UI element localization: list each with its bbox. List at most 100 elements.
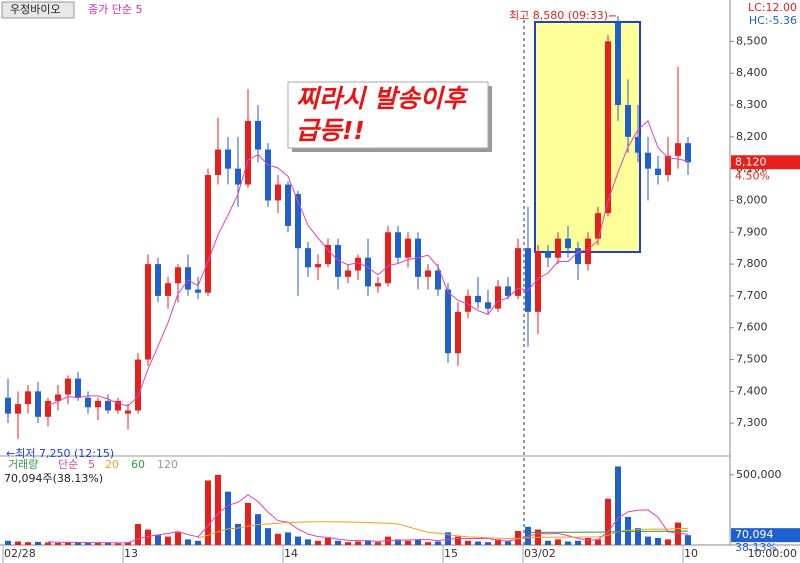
volume-bar	[155, 535, 161, 545]
candle-body	[505, 286, 511, 296]
candle-body	[585, 238, 591, 265]
volume-bar	[165, 536, 171, 545]
volume-ma-line	[528, 530, 688, 533]
tab-box[interactable]	[1, 1, 75, 19]
candle-body	[245, 120, 251, 185]
candle-body	[5, 397, 11, 414]
volume-bar	[35, 541, 41, 545]
volume-bar	[305, 539, 311, 545]
candle-body	[95, 400, 101, 408]
volume-bar	[655, 537, 661, 545]
volume-bar	[555, 539, 561, 545]
candle-body	[565, 238, 571, 249]
volume-bar	[675, 522, 681, 545]
time-label: 10:00:00	[748, 547, 797, 560]
volume-bar	[95, 542, 101, 545]
indicator-label: 종가 단순 5	[88, 3, 142, 16]
candle-body	[555, 238, 561, 258]
candle-body	[85, 397, 91, 408]
volume-bar	[495, 539, 501, 545]
volume-bar	[255, 514, 261, 545]
candle-body	[645, 152, 651, 169]
candle-body	[225, 149, 231, 169]
volume-bar	[275, 533, 281, 545]
y-tick-label: 7,900	[736, 225, 768, 238]
volume-bar	[45, 542, 51, 545]
volume-ma-line	[47, 494, 689, 544]
candle-body	[235, 168, 241, 185]
candle-body	[625, 105, 631, 137]
candle-body	[205, 175, 211, 293]
candle-body	[445, 289, 451, 354]
volume-bar	[635, 528, 641, 545]
volume-bar	[25, 542, 31, 545]
volume-bar	[505, 541, 511, 545]
candle-body	[215, 149, 221, 175]
candle-body	[165, 283, 171, 296]
volume-bar	[455, 536, 461, 545]
legend-entry: 60	[131, 458, 145, 471]
candle-body	[135, 359, 141, 411]
y-tick-label: 7,300	[736, 416, 768, 429]
candle-body	[385, 232, 391, 284]
y-tick-label: 8,000	[736, 193, 768, 206]
volume-bar	[545, 540, 551, 545]
volume-bar	[265, 528, 271, 545]
volume-bar	[575, 540, 581, 545]
legend-entry: 5	[88, 458, 95, 471]
stock-name[interactable]: 우정바이오	[10, 3, 61, 16]
candle-body	[155, 264, 161, 296]
candle-body	[425, 270, 431, 277]
volume-bar	[365, 540, 371, 545]
candle-body	[45, 400, 51, 417]
volume-bar	[5, 540, 11, 545]
hc-label: HC:-5.36	[749, 14, 797, 27]
candle-body	[595, 213, 601, 239]
volume-bar	[585, 537, 591, 545]
legend-entry: 120	[157, 458, 178, 471]
candle-body	[395, 232, 401, 258]
annotation-box: 찌라시 발송이후 급등!!	[287, 81, 492, 152]
x-tick-label: 02/28	[4, 547, 36, 560]
candle-body	[335, 245, 341, 277]
y-tick-label: 7,400	[736, 384, 768, 397]
candle-body	[145, 264, 151, 360]
volume-bar	[405, 540, 411, 545]
last-price-box	[731, 155, 800, 170]
volume-bar	[205, 480, 211, 545]
candle-body	[375, 283, 381, 287]
y-tick-label: 8,500	[736, 34, 768, 47]
change-label: 4.50%	[735, 169, 770, 182]
volume-bar	[435, 541, 441, 545]
candle-body	[275, 184, 281, 201]
candle-body	[455, 311, 461, 354]
annotation-text: 찌라시 발송이후	[296, 84, 469, 113]
low-label: ←최저 7,250 (12:15)	[6, 447, 114, 460]
high-label: 최고 8,580 (09:33)	[509, 9, 608, 22]
volume-bar	[375, 542, 381, 545]
volume-bar	[15, 541, 21, 545]
candle-body	[495, 286, 501, 309]
candle-body	[15, 404, 21, 414]
candle-body	[545, 251, 551, 258]
candle-body	[195, 289, 201, 293]
volume-bar	[335, 540, 341, 545]
volume-bar	[415, 539, 421, 545]
candle-body	[325, 245, 331, 265]
volume-bar	[105, 543, 111, 545]
volume-bar	[245, 502, 251, 545]
candle-body	[315, 264, 321, 268]
volume-bar	[115, 543, 121, 545]
candle-body	[65, 378, 71, 395]
volume-bar	[145, 529, 151, 545]
volume-bar	[135, 523, 141, 545]
volume-bar	[195, 540, 201, 545]
volume-bar	[485, 542, 491, 545]
candle-body	[405, 238, 411, 258]
candle-body	[665, 155, 671, 175]
volume-bar	[235, 523, 241, 545]
y-tick-label: 8,400	[736, 66, 768, 79]
y-tick-label: 7,500	[736, 353, 768, 366]
volume-bar	[645, 536, 651, 545]
